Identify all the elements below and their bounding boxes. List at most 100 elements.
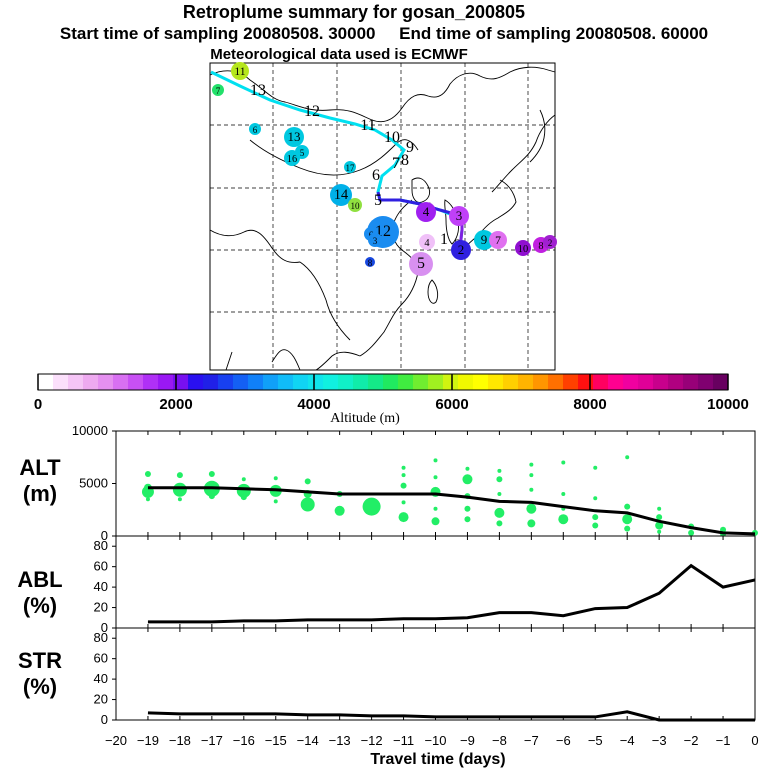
- cluster-label: 17: [346, 163, 356, 173]
- colorbar-swatch: [188, 374, 204, 390]
- x-tick-label: −6: [556, 733, 571, 748]
- colorbar-swatch: [98, 374, 114, 390]
- cluster-dot: [515, 240, 531, 256]
- colorbar-swatch: [578, 374, 594, 390]
- colorbar-swatch: [218, 374, 234, 390]
- alt-scatter-point: [655, 521, 664, 530]
- cluster-markers: 1176131651714101263843972451082: [212, 62, 557, 276]
- colorbar-title: Altitude (m): [330, 411, 400, 426]
- colorbar-tick-label: 10000: [707, 396, 749, 413]
- alt-scatter-point: [656, 514, 663, 521]
- panel-ylabel: ALT: [19, 455, 61, 480]
- alt-scatter-point: [304, 478, 311, 485]
- track-label: 6: [372, 167, 380, 184]
- x-tick-label: −14: [297, 733, 319, 748]
- y-tick-label: 80: [94, 538, 108, 553]
- track-label: 5: [374, 192, 382, 209]
- met-data-label: Meteorological data used is ECMWF: [210, 46, 468, 63]
- alt-scatter-point: [688, 529, 695, 536]
- alt-scatter-point: [624, 525, 631, 532]
- panel-ylabel: STR: [18, 648, 62, 673]
- cluster-dot: [409, 252, 433, 276]
- cluster-label: 4: [424, 238, 430, 249]
- track-label: 10: [384, 129, 400, 146]
- alt-scatter-point: [208, 471, 215, 478]
- cluster-dot: [474, 230, 494, 250]
- alt-scatter-point: [657, 506, 662, 511]
- alt-scatter-point: [208, 493, 215, 500]
- alt-scatter-point: [176, 472, 183, 479]
- y-tick-label: 40: [94, 671, 108, 686]
- colorbar-swatch: [608, 374, 624, 390]
- alt-scatter-point: [401, 473, 406, 478]
- alt-scatter-point: [145, 497, 150, 502]
- x-tick-label: −11: [393, 733, 414, 748]
- colorbar-swatch: [383, 374, 399, 390]
- alt-scatter-point: [529, 487, 534, 492]
- x-tick-label: −7: [524, 733, 539, 748]
- alt-scatter-point: [657, 529, 662, 534]
- colorbar-tick-label: 8000: [573, 396, 606, 413]
- x-tick-label: −1: [716, 733, 731, 748]
- panel-ylabel: (%): [23, 674, 57, 699]
- colorbar-swatch: [143, 374, 159, 390]
- panel-ylabel: ABL: [17, 567, 62, 592]
- colorbar-swatch: [113, 374, 129, 390]
- alt-scatter-point: [561, 460, 566, 465]
- colorbar-tick-label: 0: [34, 396, 42, 413]
- cluster-label: 5: [417, 255, 425, 272]
- track-label: 12: [304, 103, 320, 120]
- alt-scatter-point: [526, 503, 537, 514]
- colorbar-swatch: [68, 374, 84, 390]
- cluster-dot: [416, 202, 436, 222]
- colorbar-swatch: [368, 374, 384, 390]
- colorbar-swatch: [323, 374, 339, 390]
- colorbar-tick-label: 6000: [435, 396, 468, 413]
- colorbar-swatch: [53, 374, 69, 390]
- alt-scatter-point: [433, 506, 438, 511]
- altitude-colorbar: [37, 373, 729, 391]
- colorbar-swatch: [83, 374, 99, 390]
- colorbar-swatch: [278, 374, 294, 390]
- alt-scatter-point: [400, 482, 407, 489]
- alt-scatter-point: [624, 503, 631, 510]
- y-tick-label: 40: [94, 579, 108, 594]
- x-tick-label: −9: [460, 733, 475, 748]
- colorbar-swatch: [638, 374, 654, 390]
- x-tick-label: −20: [105, 733, 127, 748]
- alt-scatter-point: [496, 520, 503, 527]
- x-tick-label: −12: [361, 733, 383, 748]
- colorbar-swatch: [338, 374, 354, 390]
- alt-scatter-point: [172, 482, 187, 497]
- x-tick-label: −18: [169, 733, 191, 748]
- cluster-dot: [212, 84, 224, 96]
- panel-ylabel: (%): [23, 593, 57, 618]
- alt-scatter-point: [300, 497, 315, 512]
- cluster-label: 3: [456, 208, 463, 223]
- x-tick-label: −2: [684, 733, 699, 748]
- alt-scatter-point: [464, 516, 471, 523]
- colorbar-swatch: [683, 374, 699, 390]
- alt-scatter-point: [433, 458, 438, 463]
- cluster-dot: [365, 257, 375, 267]
- start-time-label: Start time of sampling 20080508. 30000: [59, 24, 376, 43]
- cluster-dot: [368, 233, 382, 247]
- y-tick-label: 0: [101, 712, 108, 727]
- alt-scatter-point: [527, 519, 536, 528]
- x-tick-label: −16: [233, 733, 255, 748]
- panel-frame: [115, 535, 756, 629]
- cluster-dot: [489, 231, 507, 249]
- x-tick-label: −3: [652, 733, 667, 748]
- colorbar-swatch: [713, 374, 729, 390]
- colorbar-labels: 0 2000 4000 6000 8000 10000: [34, 396, 749, 413]
- alt-scatter-point: [622, 514, 633, 525]
- cluster-label: 5: [300, 148, 305, 158]
- end-time-label: End time of sampling 20080508. 60000: [399, 24, 709, 43]
- cluster-label: 14: [334, 187, 348, 203]
- alt-scatter-point: [401, 500, 406, 505]
- cluster-dot: [543, 235, 557, 249]
- colorbar-swatch: [533, 374, 549, 390]
- y-tick-label: 60: [94, 559, 108, 574]
- track-label: 13: [250, 82, 266, 99]
